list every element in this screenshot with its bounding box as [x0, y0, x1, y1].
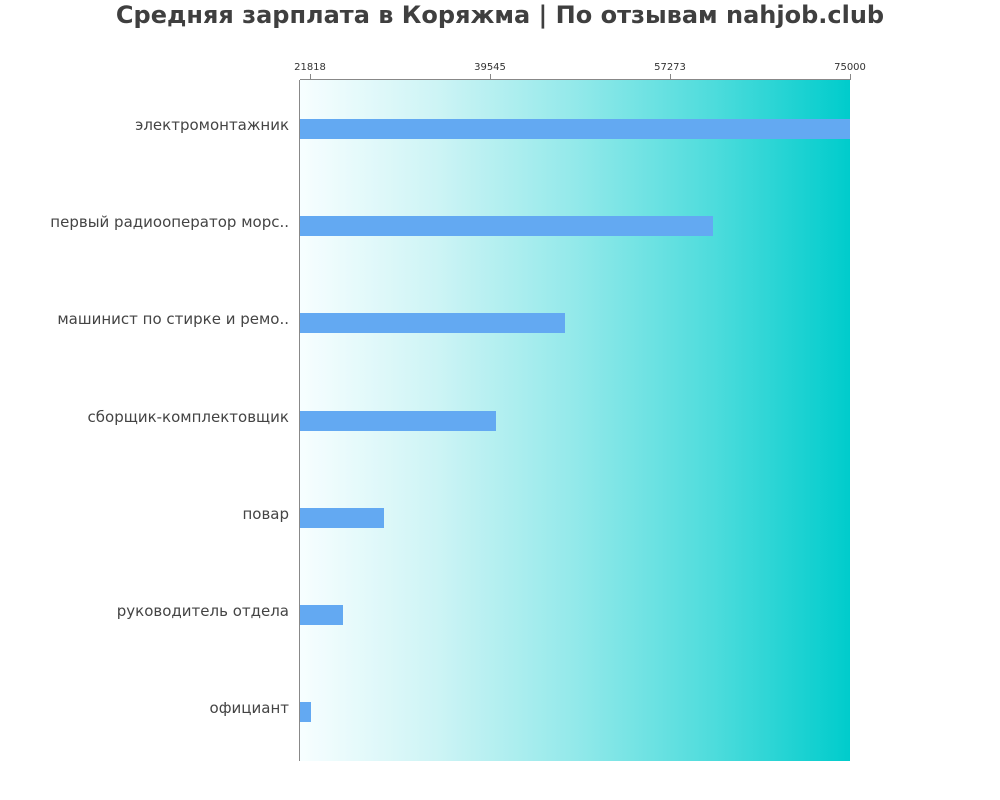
x-tick-label: 75000 [834, 62, 866, 73]
x-tick-label: 39545 [474, 62, 506, 73]
category-label: повар [242, 505, 289, 523]
category-label: машинист по стирке и ремо.. [57, 310, 289, 328]
bar [300, 411, 496, 431]
category-label: первый радиооператор морс.. [50, 213, 289, 231]
category-label: электромонтажник [135, 116, 289, 134]
bar [300, 508, 384, 528]
x-tick [310, 74, 311, 80]
x-tick-label: 57273 [654, 62, 686, 73]
bar [300, 216, 713, 236]
bar [300, 313, 565, 333]
category-label: руководитель отдела [116, 602, 289, 620]
category-label: сборщик-комплектовщик [87, 408, 289, 426]
bar [300, 702, 311, 722]
x-tick-label: 21818 [294, 62, 326, 73]
x-tick [850, 74, 851, 80]
x-tick [490, 74, 491, 80]
chart-title: Средняя зарплата в Коряжма | По отзывам … [115, 1, 885, 29]
bar [300, 119, 850, 139]
x-tick [670, 74, 671, 80]
bar [300, 605, 344, 625]
category-label: официант [209, 699, 289, 717]
x-axis-line [300, 79, 850, 80]
y-axis-line [299, 80, 300, 761]
